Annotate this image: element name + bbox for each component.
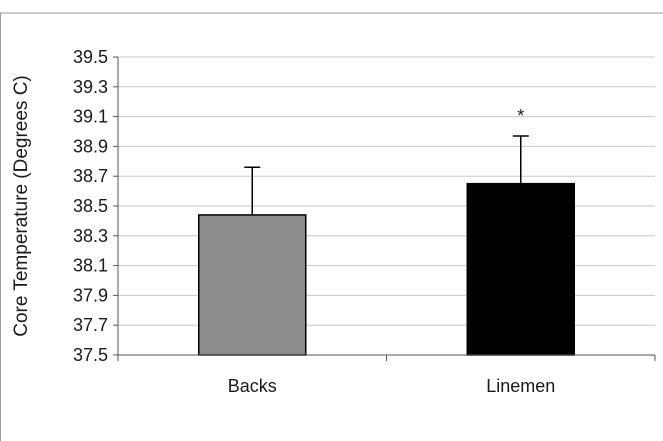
y-tick-label: 37.5 — [73, 345, 108, 365]
y-tick-label: 38.1 — [73, 256, 108, 276]
y-tick-label: 38.7 — [73, 166, 108, 186]
bars — [198, 182, 575, 356]
y-tick-label: 39.1 — [73, 107, 108, 127]
x-tick-label: Linemen — [486, 376, 555, 396]
y-tick-label: 39.3 — [73, 77, 108, 97]
bar-backs — [198, 214, 307, 356]
y-tick-label: 37.7 — [73, 315, 108, 335]
plot-area: 37.5 37.7 37.9 38.1 38.3 38.5 38.7 38.9 39.1 39.3… — [73, 47, 656, 396]
y-tick-label: 38.5 — [73, 196, 108, 216]
y-axis-ticks: 37.5 37.7 37.9 38.1 38.3 38.5 38.7 38.9 39.1 39.3… — [73, 47, 118, 365]
bar-linemen — [466, 182, 575, 356]
x-axis-ticks: Backs Linemen — [117, 355, 656, 396]
significance-marker: * — [517, 106, 524, 126]
y-tick-label: 39.5 — [73, 47, 108, 67]
y-tick-label: 37.9 — [73, 285, 108, 305]
y-tick-label: 38.3 — [73, 226, 108, 246]
annotations: * — [517, 106, 524, 126]
error-bars — [244, 135, 529, 215]
y-axis-label: Core Temperature (Degrees C) — [11, 75, 32, 337]
x-tick-label: Backs — [228, 376, 277, 396]
y-tick-label: 38.9 — [73, 136, 108, 156]
